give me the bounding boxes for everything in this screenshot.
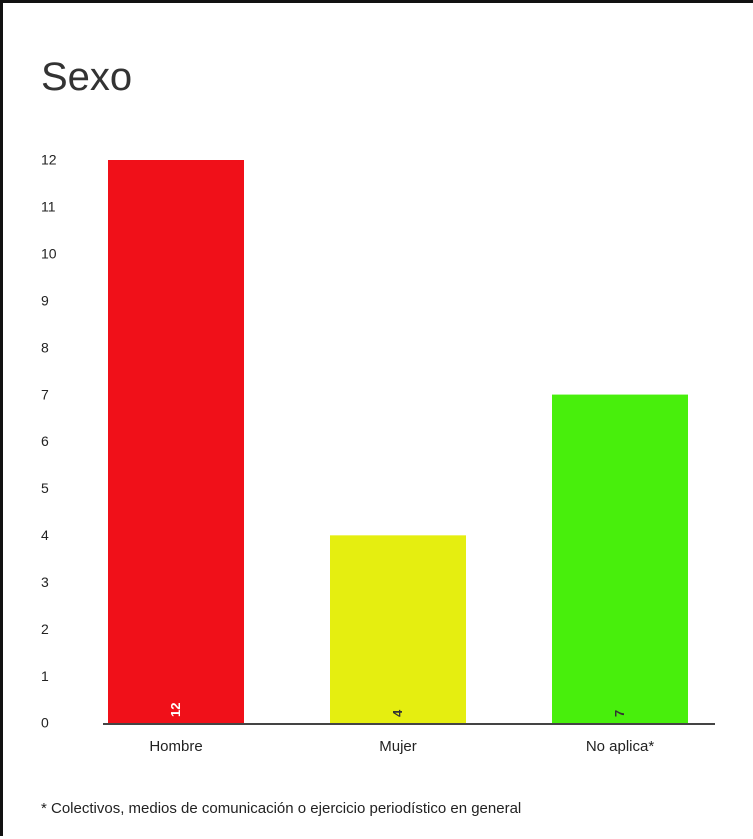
category-labels: Hombre Mujer No aplica* xyxy=(149,738,654,755)
y-tick-label: 10 xyxy=(41,246,57,262)
y-tick-label: 1 xyxy=(41,668,49,684)
bar-mujer xyxy=(330,535,466,723)
y-tick-label: 3 xyxy=(41,574,49,590)
bar-hombre xyxy=(108,160,244,723)
y-tick-label: 12 xyxy=(41,152,57,168)
y-tick-label: 5 xyxy=(41,480,49,496)
y-tick-label: 11 xyxy=(41,199,56,215)
data-label: 4 xyxy=(390,709,405,717)
data-label: 12 xyxy=(168,703,183,717)
bars xyxy=(108,160,688,723)
data-labels: 12 4 7 xyxy=(168,703,627,717)
y-tick-label: 7 xyxy=(41,386,49,402)
category-label: Hombre xyxy=(149,738,202,755)
chart-title: Sexo xyxy=(41,55,133,99)
chart-footnote: * Colectivos, medios de comunicación o e… xyxy=(41,800,522,817)
bar-no-aplica xyxy=(552,394,688,723)
y-tick-label: 8 xyxy=(41,339,49,355)
y-tick-label: 6 xyxy=(41,433,49,449)
category-label: Mujer xyxy=(379,738,417,755)
y-tick-label: 9 xyxy=(41,292,49,308)
category-label: No aplica* xyxy=(586,738,655,755)
data-label: 7 xyxy=(612,710,627,717)
y-tick-label: 2 xyxy=(41,621,49,637)
y-tick-label: 4 xyxy=(41,527,49,543)
y-tick-label: 0 xyxy=(41,715,49,731)
